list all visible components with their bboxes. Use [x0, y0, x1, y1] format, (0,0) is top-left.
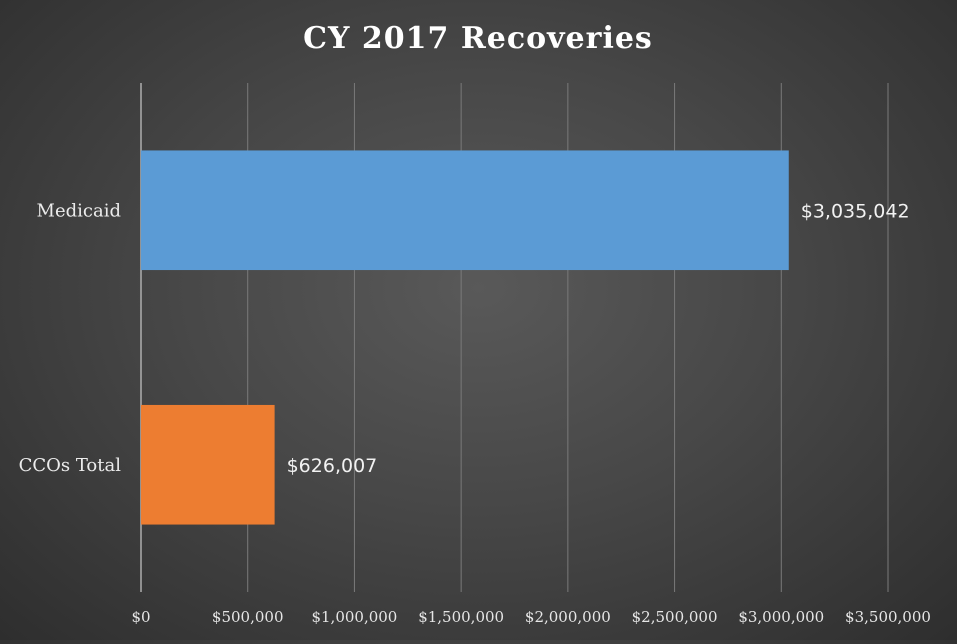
category-label-1: CCOs Total	[19, 455, 122, 476]
bars	[141, 150, 789, 525]
bar-medicaid	[141, 150, 789, 271]
x-tick-label-5: $2,500,000	[632, 608, 718, 626]
data-labels: $3,035,042 $626,007	[287, 200, 910, 477]
x-tick-label-6: $3,000,000	[738, 608, 824, 626]
x-tick-label-1: $500,000	[212, 608, 284, 626]
data-label-0: $3,035,042	[801, 200, 910, 222]
x-tick-label-4: $2,000,000	[525, 608, 611, 626]
x-tick-label-0: $0	[131, 608, 150, 626]
x-tick-label-2: $1,000,000	[311, 608, 397, 626]
x-tick-label-7: $3,500,000	[845, 608, 931, 626]
chart-title: CY 2017 Recoveries	[303, 21, 653, 56]
category-label-0: Medicaid	[37, 200, 121, 221]
x-tick-label-3: $1,500,000	[418, 608, 504, 626]
data-label-1: $626,007	[287, 455, 378, 477]
x-axis-tick-labels: $0 $500,000 $1,000,000 $1,500,000 $2,000,000…	[131, 608, 930, 626]
category-labels: Medicaid CCOs Total	[19, 200, 122, 476]
bar-ccos-total	[141, 404, 275, 525]
